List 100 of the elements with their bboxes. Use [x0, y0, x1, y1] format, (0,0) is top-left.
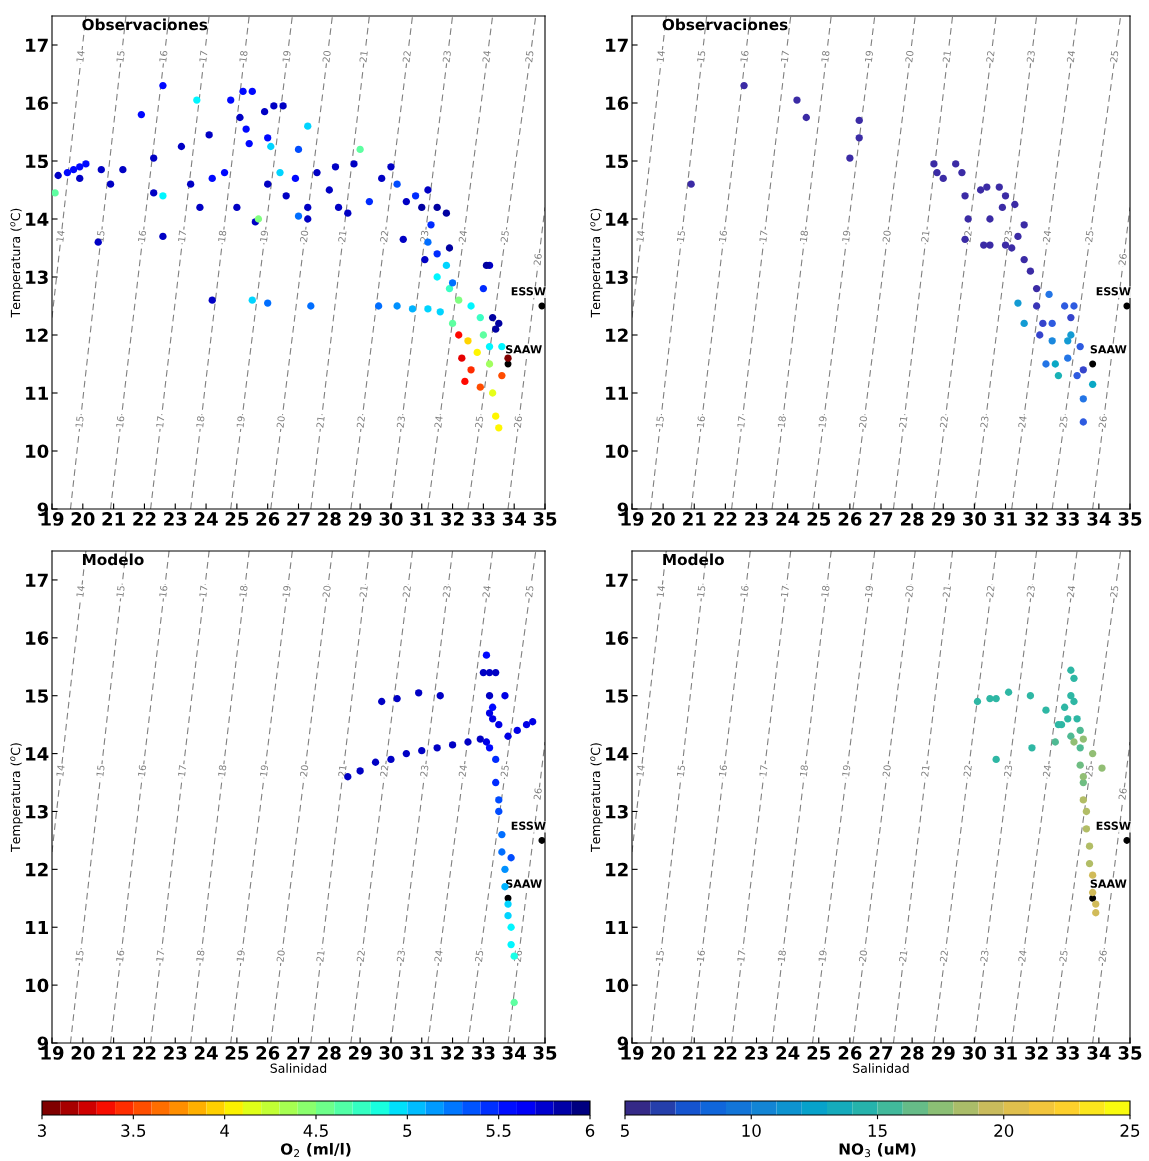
x-tick-label: 23 — [745, 1046, 768, 1060]
annotation: 16 — [159, 585, 168, 597]
annotation: 15 — [75, 950, 84, 962]
annotation: 21 — [316, 950, 325, 962]
annotation: 18 — [239, 585, 248, 597]
y-tick-label: 15 — [26, 154, 48, 169]
annotation: 25 — [1059, 416, 1068, 428]
x-tick-label: 35 — [533, 512, 557, 526]
x-tick-label: 25 — [225, 1046, 249, 1060]
annotation: 14 — [76, 585, 85, 597]
color-bar-label: 6 — [585, 1124, 595, 1137]
x-tick-label: 28 — [318, 512, 341, 526]
annotation: 19 — [818, 415, 827, 428]
y-tick-label: 12 — [606, 862, 628, 877]
x-tick-label: 33 — [1056, 1046, 1079, 1060]
annotation: 17 — [156, 416, 165, 428]
annotation: 14 — [56, 230, 65, 242]
color-bar-label: 5 — [620, 1124, 629, 1137]
y-tick-label: 17 — [606, 38, 628, 52]
y-tick-label: 14 — [26, 747, 49, 761]
annotation: 16 — [696, 950, 706, 962]
annotation: 25 — [1084, 230, 1094, 243]
annotation: 18 — [799, 764, 809, 777]
annotation: 14 — [656, 585, 665, 597]
annotation: 18 — [821, 585, 830, 597]
annotation: 21 — [920, 230, 930, 243]
annotation: 24 — [458, 230, 467, 243]
x-tick-label: 24 — [194, 512, 218, 526]
annotation: 25 — [500, 765, 510, 777]
x-tick-label: 29 — [932, 1046, 955, 1060]
annotation: 20 — [858, 950, 868, 962]
annotation: 20 — [905, 50, 914, 63]
annotation: 25 — [525, 50, 534, 63]
x-tick-label: 35 — [533, 1046, 557, 1060]
x-tick-label: 27 — [287, 1046, 310, 1060]
x-tick-label: 33 — [1056, 512, 1079, 526]
annotation: 15 — [96, 765, 105, 777]
annotation: 21 — [920, 765, 930, 777]
annotation: 18 — [777, 415, 787, 428]
annotation: 15 — [676, 765, 686, 777]
annotation: 20 — [276, 415, 286, 428]
annotation: 18 — [217, 230, 227, 242]
annotation: 16 — [696, 415, 706, 428]
x-tick-label: 31 — [994, 1046, 1017, 1060]
annotation: 22 — [356, 416, 365, 428]
annotation: 24 — [458, 764, 467, 777]
annotation: 14 — [636, 764, 645, 777]
annotation: 18 — [217, 764, 227, 777]
x-tick-label: 30 — [379, 1046, 403, 1060]
y-tick-label: 16 — [26, 631, 49, 645]
annotation: 23 — [442, 585, 452, 598]
annotation: 20 — [322, 585, 331, 598]
x-tick-label: 25 — [225, 512, 249, 526]
annotation: 22 — [986, 50, 995, 63]
x-tick-label: 29 — [348, 512, 372, 526]
y-tick-label: 13 — [606, 270, 628, 285]
y-tick-label: 10 — [606, 444, 629, 459]
annotation: 23 — [980, 950, 989, 962]
y-tick-label: 17 — [26, 573, 48, 587]
y-tick-label: 13 — [26, 270, 48, 285]
x-tick-label: 22 — [714, 512, 737, 526]
annotation: 15 — [676, 230, 686, 242]
x-tick-label: 21 — [102, 1046, 125, 1060]
x-tick-label: 21 — [102, 512, 125, 526]
color-bar-label: 4 — [220, 1124, 230, 1137]
y-tick-label: 11 — [26, 386, 48, 400]
color-bar-label: 25 — [1120, 1124, 1140, 1137]
x-tick-label: 20 — [71, 1046, 95, 1060]
annotation: 20 — [858, 415, 868, 428]
y-axis-title: Temperatura ($^{o}$C) — [590, 743, 603, 852]
x-tick-label: 23 — [745, 512, 768, 526]
y-tick-label: 17 — [606, 573, 628, 587]
annotation: 22 — [402, 50, 411, 63]
x-tick-label: 23 — [164, 1046, 187, 1060]
annotation: 17 — [177, 230, 187, 242]
annotation: 25 — [525, 585, 534, 598]
annotation: 16 — [740, 50, 749, 63]
series-label: SAAW — [1090, 879, 1127, 888]
annotation: 17 — [177, 765, 187, 777]
x-tick-label: 34 — [1087, 512, 1111, 526]
annotation: 24 — [1066, 585, 1076, 598]
y-tick-label: 15 — [606, 154, 628, 169]
annotation: 19 — [259, 764, 269, 777]
x-tick-label: 25 — [807, 1046, 831, 1060]
annotation: 18 — [821, 50, 830, 63]
x-tick-label: 24 — [776, 1046, 800, 1060]
annotation: 19 — [818, 950, 827, 962]
annotation: 22 — [356, 950, 365, 962]
x-axis-title: Salinidad — [270, 1063, 327, 1073]
x-tick-label: 21 — [683, 512, 706, 526]
annotation: 15 — [655, 950, 665, 962]
annotation: 19 — [841, 230, 851, 242]
x-tick-label: 28 — [318, 1046, 341, 1060]
annotation: 17 — [759, 230, 768, 242]
y-tick-label: 13 — [26, 804, 48, 819]
x-tick-label: 27 — [869, 512, 893, 526]
x-tick-label: 32 — [1025, 1046, 1048, 1060]
x-tick-label: 30 — [379, 512, 403, 526]
annotation: 18 — [239, 50, 248, 63]
annotation: 20 — [322, 50, 331, 63]
